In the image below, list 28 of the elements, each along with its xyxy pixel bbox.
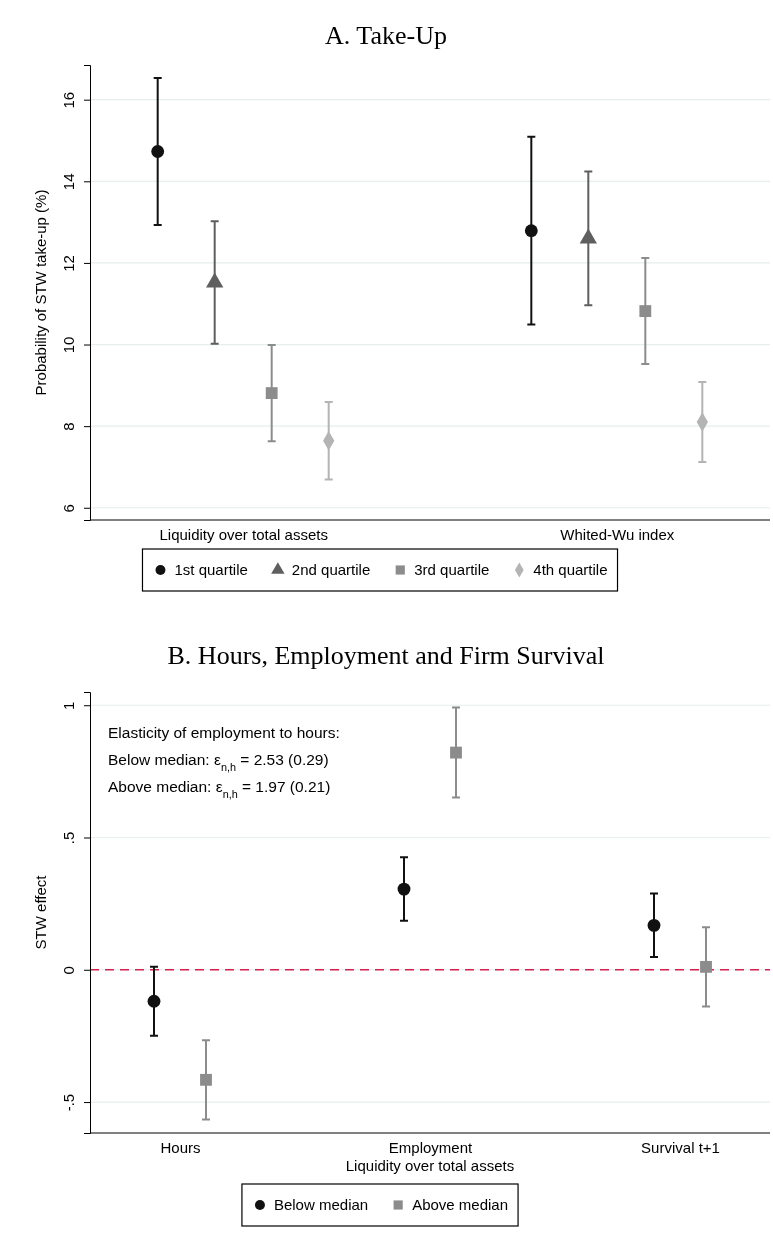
legend-label: 3rd quartile xyxy=(414,561,490,578)
y-tick-label: 1 xyxy=(60,701,77,710)
y-tick-label: .5 xyxy=(60,831,77,845)
chart-title: B. Hours, Employment and Firm Survival xyxy=(167,641,605,670)
annotation: Below median: ε$_{n,h}$ = 2.53 (0.29) xyxy=(108,751,329,773)
x-tick-label: Hours xyxy=(160,1138,201,1156)
legend-label: 4th quartile xyxy=(533,561,608,578)
y-tick-label: 8 xyxy=(60,422,77,431)
y-tick-label: 0 xyxy=(60,966,77,975)
x-axis-title: Liquidity over total assets xyxy=(345,1157,515,1174)
y-axis-title: STW effect xyxy=(32,874,49,950)
legend-label: Below median xyxy=(273,1196,369,1213)
x-tick-label: Survival t+1 xyxy=(641,1138,720,1156)
y-tick-label: 16 xyxy=(60,91,77,109)
x-tick-label: Employment xyxy=(388,1138,474,1156)
legend-label: 1st quartile xyxy=(174,561,248,578)
y-tick-label: 10 xyxy=(60,336,77,354)
x-tick-label: Whited-Wu index xyxy=(560,525,675,543)
y-tick-label: -.5 xyxy=(60,1093,77,1112)
y-tick-label: 6 xyxy=(60,504,77,513)
annotation: Above median: ε$_{n,h}$ = 1.97 (0.21) xyxy=(108,778,331,800)
annotation: Elasticity of employment to hours: xyxy=(108,724,340,741)
legend-label: Above median xyxy=(412,1196,509,1213)
chart-title: A. Take-Up xyxy=(325,21,447,50)
y-tick-label: 14 xyxy=(60,173,77,191)
y-tick-label: 12 xyxy=(60,255,77,272)
y-axis-title: Probability of STW take-up (%) xyxy=(32,189,49,396)
legend-label: 2nd quartile xyxy=(291,561,371,578)
